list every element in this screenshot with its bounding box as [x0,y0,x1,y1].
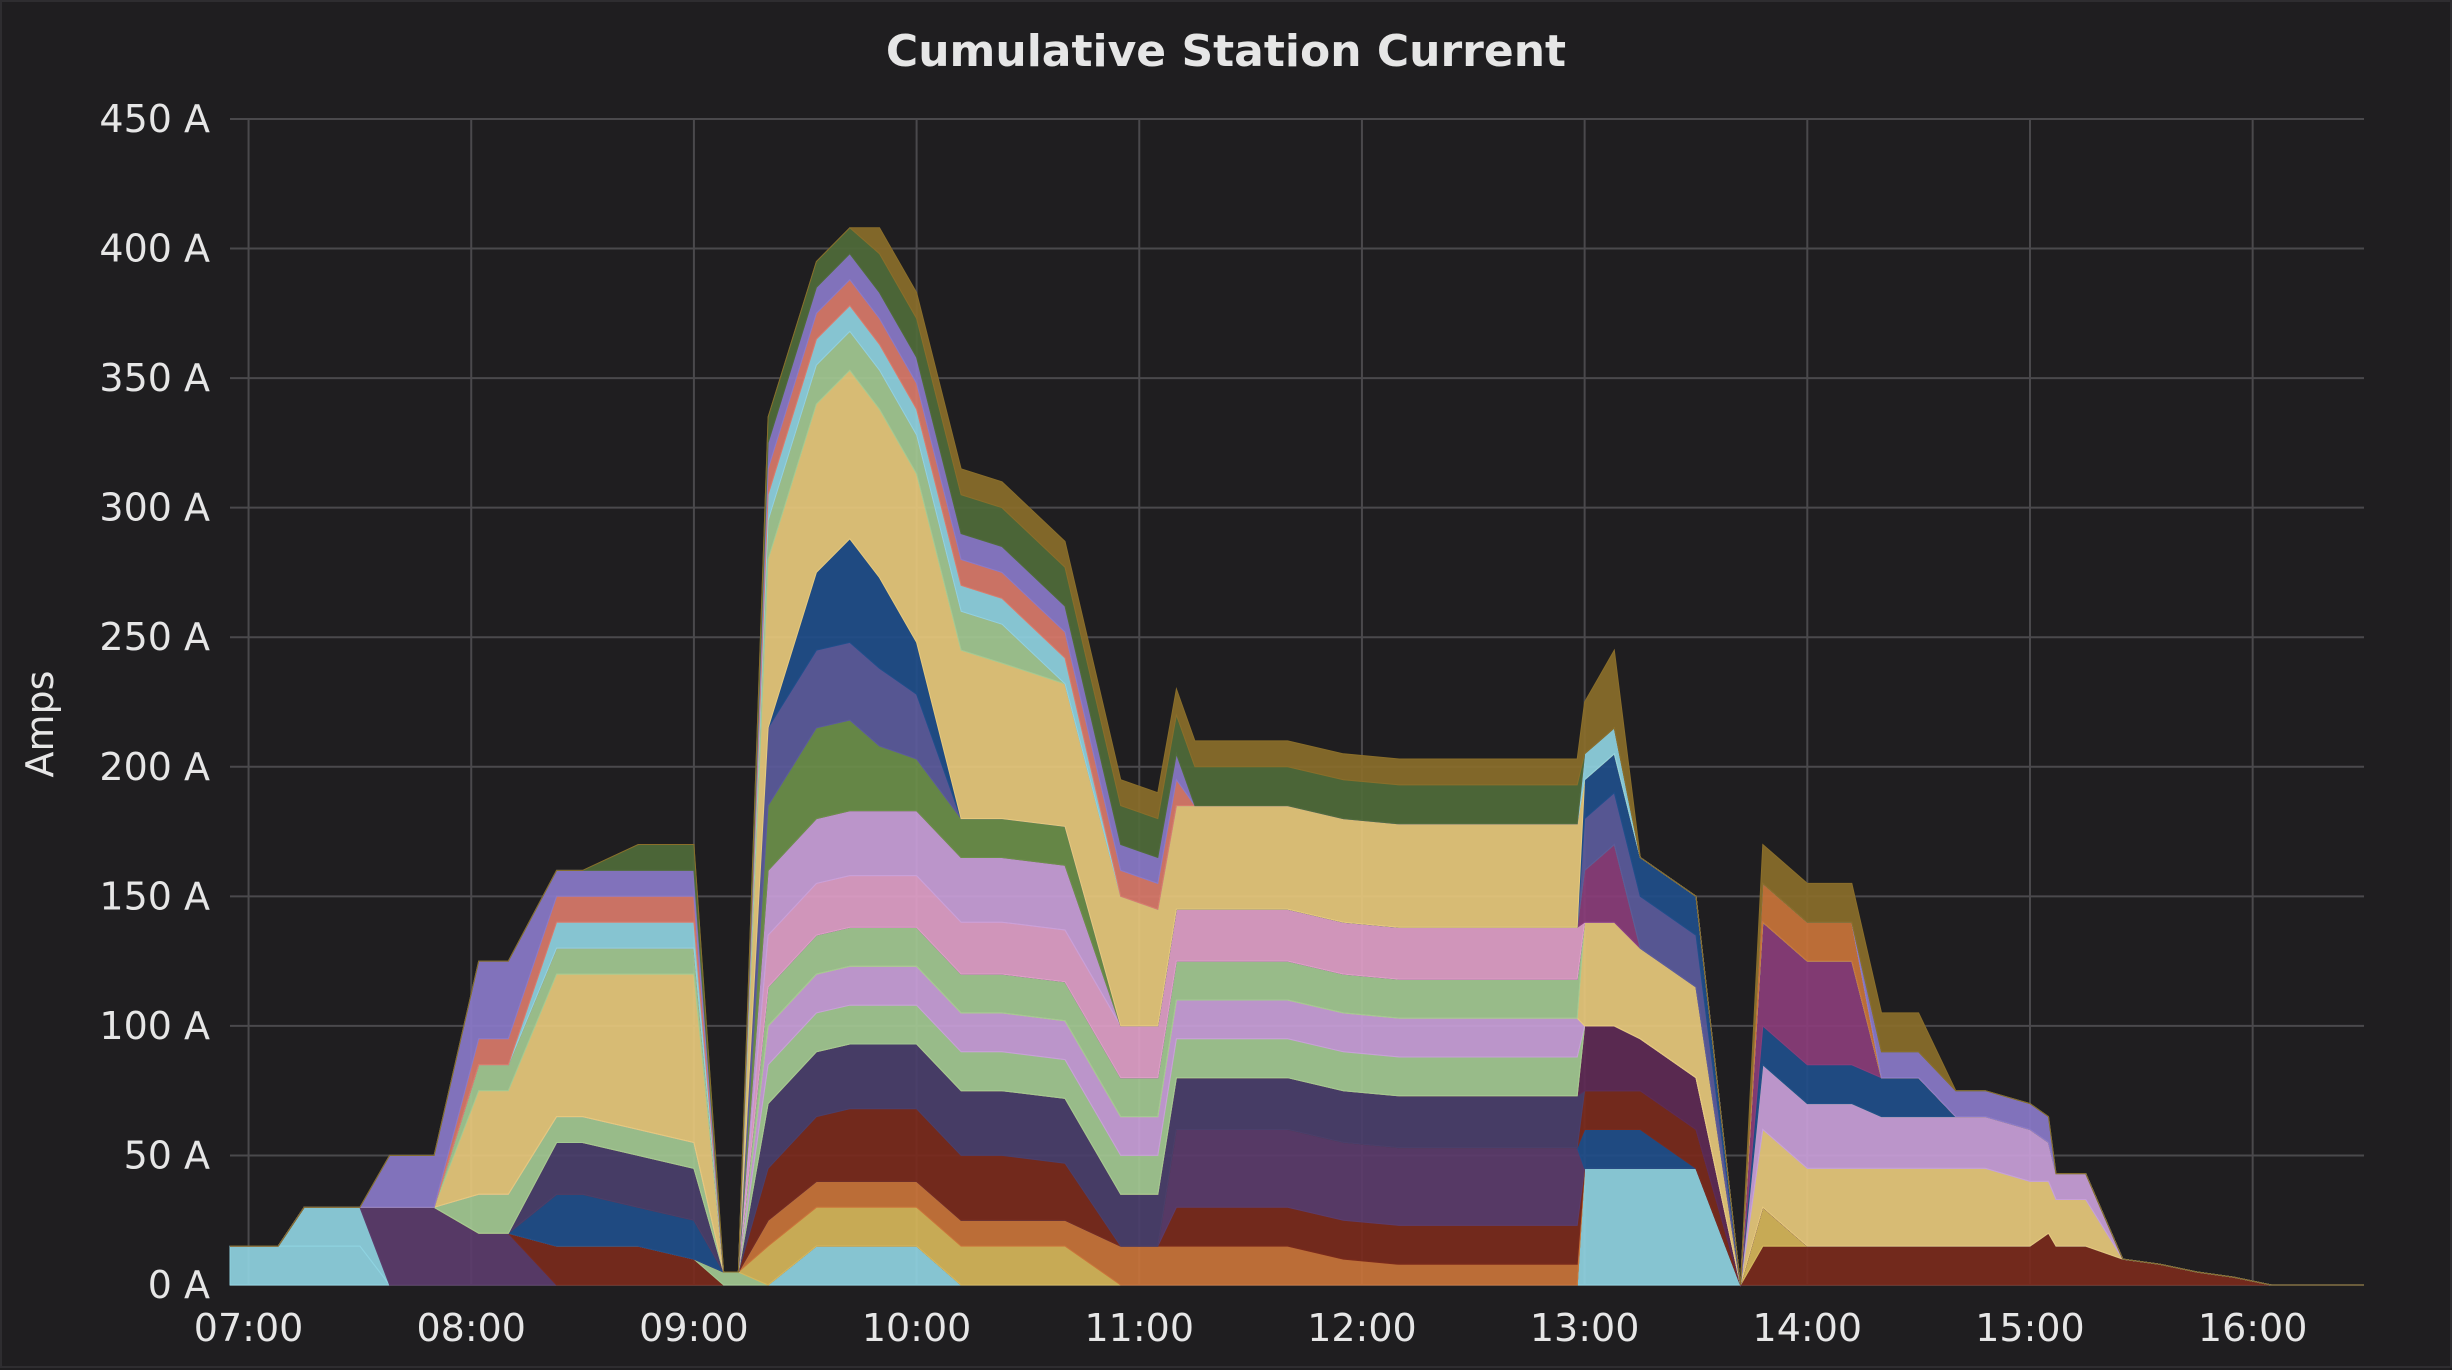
y-tick-label: 150 A [99,874,210,918]
y-tick-label: 100 A [99,1004,210,1048]
y-tick-label: 0 A [148,1263,210,1307]
series-area-33 [230,227,2364,1286]
stacked-areas [229,227,2364,1287]
x-tick-label: 07:00 [194,1306,304,1350]
y-tick-label: 350 A [99,356,210,400]
x-tick-label: 15:00 [1975,1306,2085,1350]
x-tick-label: 12:00 [1307,1306,1417,1350]
x-tick-label: 16:00 [2198,1306,2308,1350]
y-tick-label: 450 A [99,97,210,141]
chart-title: Cumulative Station Current [885,26,1567,77]
x-tick-label: 08:00 [416,1306,526,1350]
x-tick-label: 10:00 [862,1306,972,1350]
x-tick-label: 09:00 [639,1306,749,1350]
y-tick-label: 250 A [99,615,210,659]
x-tick-label: 14:00 [1753,1306,1863,1350]
y-tick-label: 200 A [99,745,210,789]
y-tick-label: 400 A [99,227,210,271]
axes: 0 A 50 A 100 A 150 A 200 A 250 A 300 A 350 A 400… [99,97,2307,1350]
y-tick-label: 50 A [124,1133,210,1177]
y-tick-label: 300 A [99,486,210,530]
x-tick-label: 11:00 [1085,1306,1195,1350]
x-tick-label: 13:00 [1530,1306,1640,1350]
